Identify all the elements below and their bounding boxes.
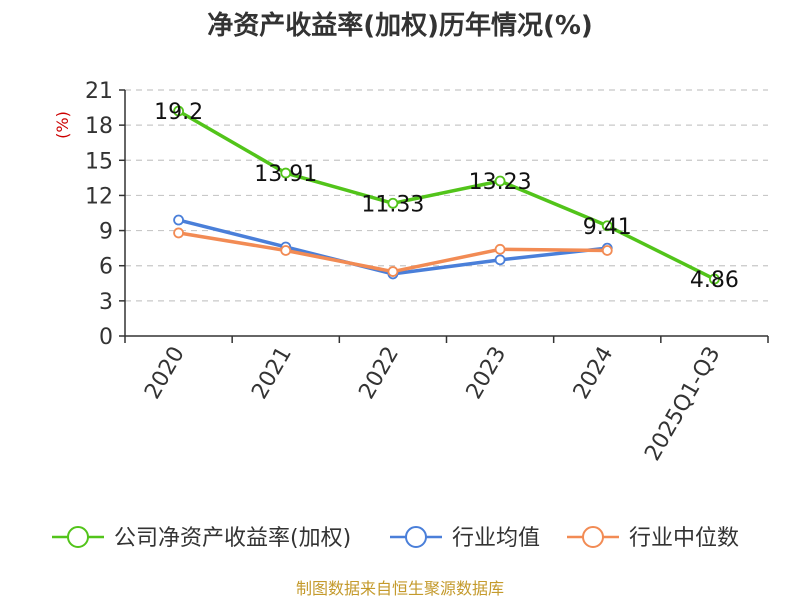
- series-point-2: [173, 227, 184, 239]
- y-tick-label: 6: [99, 255, 113, 280]
- y-tick-label: 21: [85, 79, 113, 104]
- series-point-1: [494, 254, 506, 266]
- y-tick-label: 0: [99, 325, 113, 350]
- y-tick-label: 3: [99, 290, 113, 315]
- legend: 公司净资产收益率(加权) 行业均值 行业中位数: [52, 526, 739, 551]
- legend-marker-0: [67, 526, 89, 548]
- source-note: 制图数据来自恒生聚源数据库: [296, 579, 504, 598]
- legend-marker-2: [582, 526, 604, 548]
- data-label: 13.91: [254, 162, 317, 187]
- chart-title: 净资产收益率(加权)历年情况(%): [207, 10, 593, 41]
- y-tick-label: 12: [85, 184, 113, 209]
- series-line-0: [177, 109, 716, 281]
- x-tick-label: 2024: [569, 343, 619, 404]
- grid-lines: [125, 89, 768, 302]
- x-tick-label: 2022: [354, 343, 404, 404]
- series-point-2: [601, 245, 613, 256]
- series-point-0: [601, 220, 613, 232]
- y-axis-label: (%): [53, 111, 72, 139]
- series-point-2: [280, 245, 292, 256]
- data-label: 13.23: [469, 170, 532, 195]
- series-point-2: [387, 266, 399, 277]
- legend-label-0: 公司净资产收益率(加权): [114, 526, 351, 551]
- series-point-0: [280, 167, 292, 179]
- data-label: 11.33: [361, 192, 424, 217]
- x-tick-label: 2025Q1-Q3: [640, 343, 725, 466]
- series-point-1: [173, 214, 184, 226]
- series-point-0: [494, 175, 506, 187]
- series-point-2: [494, 243, 506, 255]
- y-tick-label: 9: [99, 220, 113, 245]
- x-tick-label: 2021: [247, 343, 297, 404]
- data-label: 19.2: [154, 100, 203, 125]
- data-label: 9.41: [583, 215, 632, 240]
- y-tick-label: 15: [85, 149, 113, 174]
- y-tick-label: 18: [85, 114, 113, 139]
- x-tick-label: 2023: [462, 343, 512, 404]
- data-label: 4.86: [690, 268, 739, 293]
- legend-marker-1: [405, 526, 427, 548]
- legend-label-1: 行业均值: [452, 526, 540, 551]
- axes: 0 3 6 9 12 15 18 21 2020 2021 2022 2023 2024 2025Q1-Q…: [85, 79, 769, 466]
- series-point-0: [387, 197, 399, 209]
- series-point-0: [173, 105, 184, 117]
- series-point-0: [709, 273, 720, 285]
- x-tick-label: 2020: [140, 343, 190, 404]
- series-group: 19.2 13.91 11.33 13.23 9.41 4.86: [154, 100, 739, 293]
- legend-label-2: 行业中位数: [629, 526, 739, 551]
